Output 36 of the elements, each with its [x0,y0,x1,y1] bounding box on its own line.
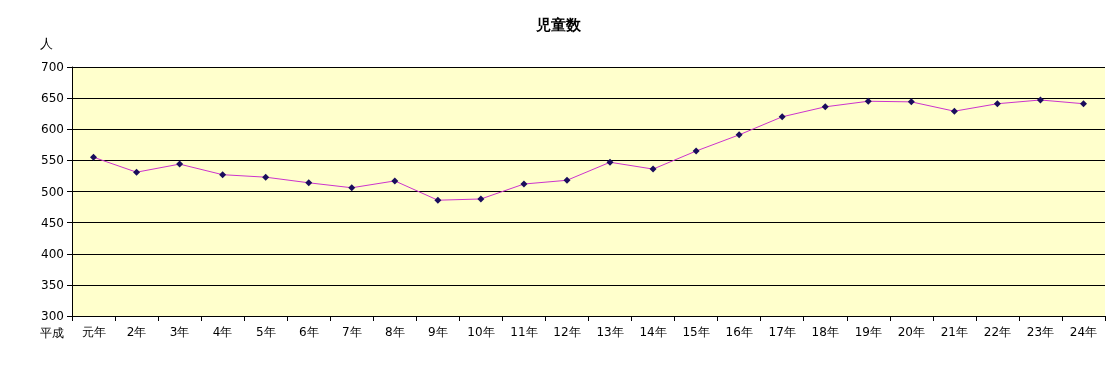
y-tick-label: 550 [41,153,64,168]
y-axis-title: 人 [40,36,53,51]
x-tick-label: 13年 [596,325,624,339]
x-tick-label: 24年 [1069,325,1098,339]
chart-title: 児童数 [535,15,582,34]
x-tick-label: 3年 [169,325,190,339]
x-tick-label: 17年 [768,325,796,339]
y-tick-label: 650 [41,91,64,106]
y-tick-label: 450 [41,215,64,230]
y-tick-label: 350 [41,277,64,292]
x-tick-label: 2年 [126,325,147,339]
x-tick-label: 4年 [212,325,233,339]
y-tick-label: 300 [41,309,64,323]
x-tick-label: 8年 [384,325,405,339]
x-tick-label: 5年 [255,325,276,339]
x-tick-label: 20年 [897,325,925,339]
y-tick-label: 400 [41,246,64,261]
x-tick-label: 18年 [811,325,839,339]
x-tick-label: 10年 [467,325,495,339]
x-tick-label: 14年 [639,325,667,339]
x-tick-label: 21年 [940,325,968,339]
x-tick-label: 16年 [725,325,753,339]
x-axis-title: 平成 [40,326,64,340]
y-tick-label: 600 [41,122,64,137]
x-tick-label: 15年 [682,325,710,339]
y-tick-label: 500 [41,184,64,199]
x-tick-label: 6年 [298,325,319,339]
x-tick-label: 12年 [553,325,581,339]
y-tick-label: 700 [41,60,64,74]
x-tick-label: 19年 [854,325,882,339]
x-tick-label: 元年 [81,325,106,339]
x-tick-label: 23年 [1026,325,1055,339]
x-tick-label: 11年 [510,325,538,339]
x-tick-label: 9年 [428,325,448,339]
x-tick-label: 7年 [341,325,362,339]
x-tick-label: 22年 [983,325,1012,339]
